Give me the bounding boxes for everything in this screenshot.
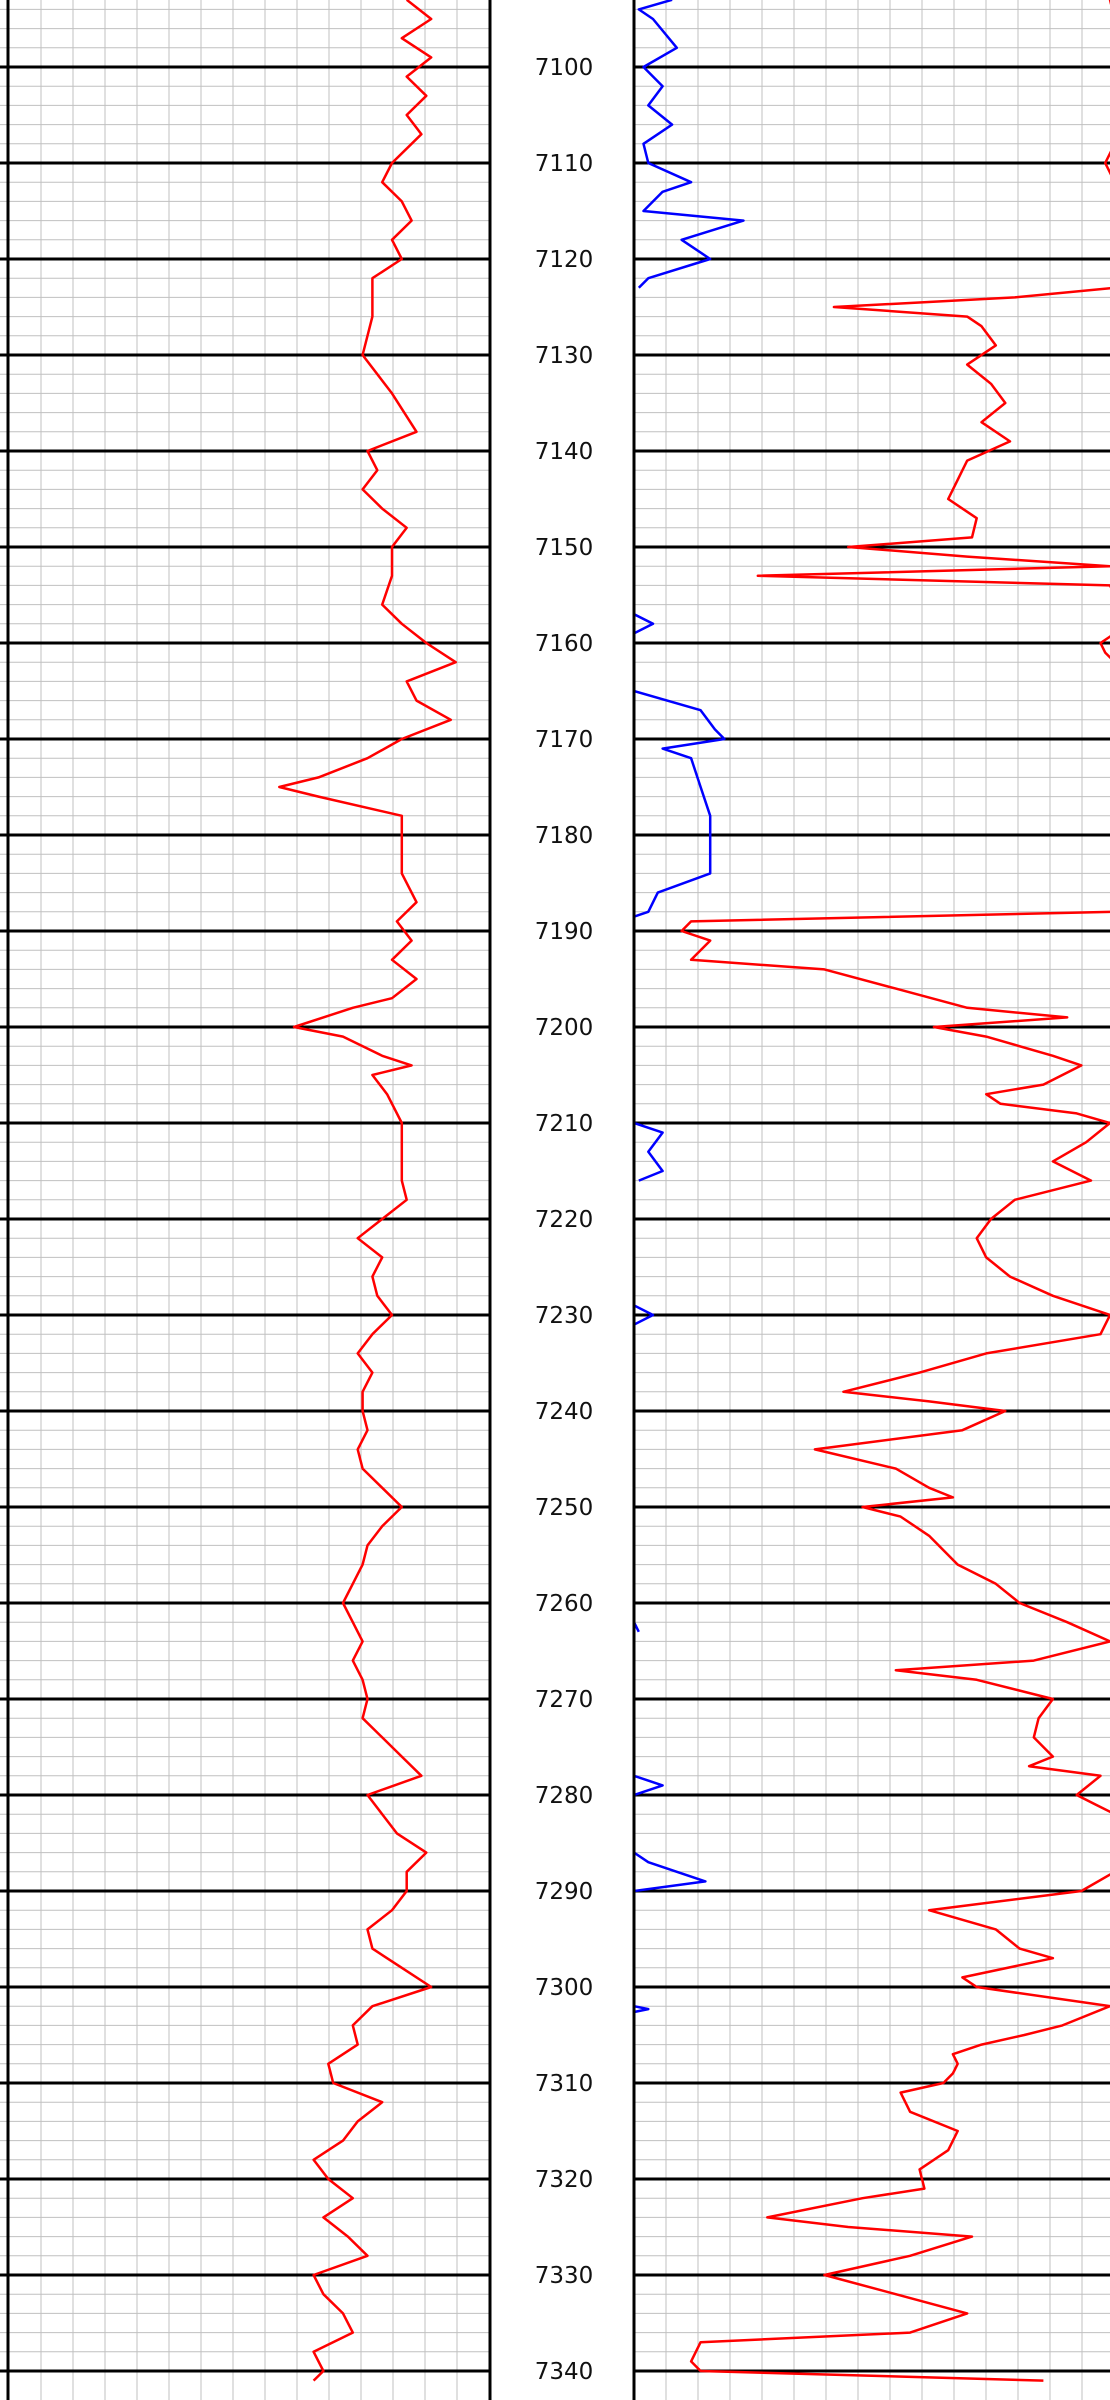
right-blue-curve	[633, 1121, 664, 1182]
depth-tick-label: 7310	[535, 2071, 594, 2097]
depth-tick-label: 7320	[535, 2167, 594, 2193]
left-track	[0, 0, 490, 2400]
depth-tick-label: 7160	[535, 631, 594, 657]
right-red-curve	[756, 287, 1110, 589]
depth-tick-label: 7210	[535, 1111, 594, 1137]
depth-track: 7100 7110 7120 7130 7140 7150 7160 7170 7180 7190…	[535, 55, 594, 2385]
right-blue-curve	[633, 689, 726, 918]
depth-tick-label: 7240	[535, 1399, 594, 1425]
right-blue-curve	[633, 613, 655, 635]
depth-tick-label: 7110	[535, 151, 594, 177]
right-track-minor-grid	[633, 0, 1110, 2400]
depth-tick-label: 7330	[535, 2263, 594, 2289]
depth-tick-label: 7130	[535, 343, 594, 369]
right-red-curve	[1103, 150, 1110, 176]
depth-tick-label: 7230	[535, 1303, 594, 1329]
left-track-curves	[278, 0, 457, 2382]
right-red-curve	[1099, 635, 1110, 660]
depth-tick-label: 7270	[535, 1687, 594, 1713]
depth-tick-label: 7100	[535, 55, 594, 81]
depth-tick-label: 7260	[535, 1591, 594, 1617]
depth-tick-label: 7190	[535, 919, 594, 945]
depth-tick-label: 7290	[535, 1879, 594, 1905]
right-blue-curve	[633, 1851, 707, 1893]
right-blue-curve	[633, 2004, 650, 2014]
right-track-curves	[632, 0, 1110, 2382]
depth-tick-label: 7280	[535, 1783, 594, 1809]
depth-tick-label: 7250	[535, 1495, 594, 1521]
left-track-major-grid	[0, 65, 490, 2373]
left-track-minor-grid	[0, 0, 490, 2400]
depth-tick-label: 7140	[535, 439, 594, 465]
right-red-curve	[680, 910, 1110, 1814]
right-track	[632, 0, 1110, 2400]
depth-tick-label: 7170	[535, 727, 594, 753]
depth-tick-label: 7150	[535, 535, 594, 561]
track-borders	[6, 0, 636, 2400]
depth-tick-label: 7120	[535, 247, 594, 273]
right-red-curve	[689, 1873, 1110, 2382]
depth-tick-label: 7340	[535, 2359, 594, 2385]
right-blue-curve	[633, 1304, 655, 1326]
right-blue-curve	[633, 1774, 664, 1797]
left-red-curve	[278, 0, 457, 2382]
depth-tick-label: 7220	[535, 1207, 594, 1233]
depth-tick-label: 7200	[535, 1015, 594, 1041]
right-blue-curve	[637, 0, 745, 289]
depth-tick-label: 7180	[535, 823, 594, 849]
depth-tick-label: 7300	[535, 1975, 594, 2001]
right-track-major-grid	[634, 65, 1110, 2373]
